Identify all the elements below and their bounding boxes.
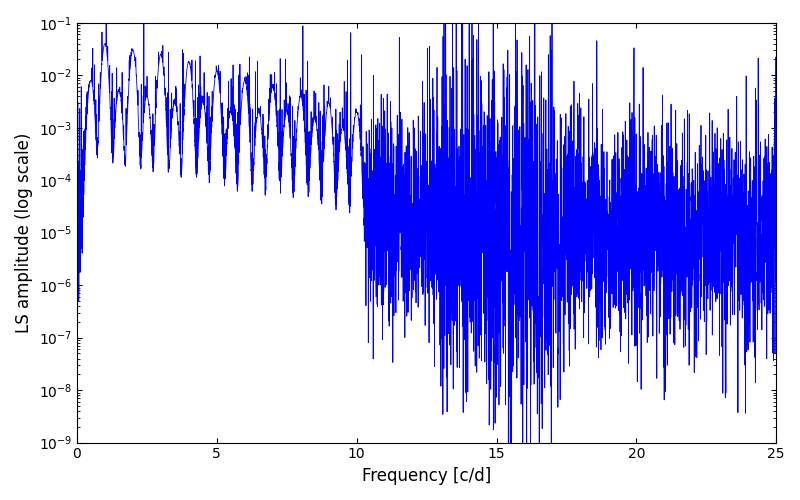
Y-axis label: LS amplitude (log scale): LS amplitude (log scale) — [15, 132, 33, 333]
X-axis label: Frequency [c/d]: Frequency [c/d] — [362, 467, 491, 485]
